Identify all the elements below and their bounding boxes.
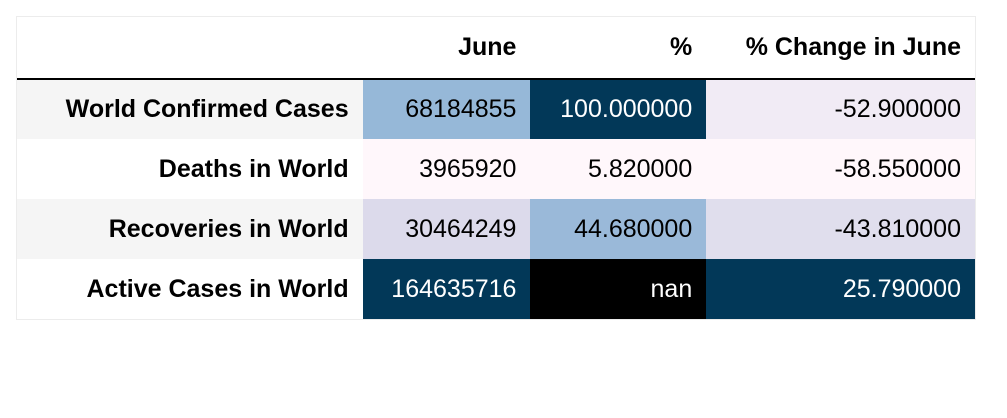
table-row: Recoveries in World 30464249 44.680000 -…	[17, 199, 975, 259]
column-header-percent: %	[530, 17, 707, 80]
cell-percent: nan	[530, 259, 707, 319]
cell-percent: 100.000000	[530, 79, 707, 139]
cell-june: 164635716	[362, 259, 531, 319]
data-table: June % % Change in June World Confirmed …	[17, 17, 975, 319]
cell-change: 25.790000	[706, 259, 975, 319]
index-header	[17, 17, 363, 80]
cell-change: -52.900000	[706, 79, 975, 139]
cell-change: -58.550000	[706, 139, 975, 199]
cell-percent: 44.680000	[530, 199, 707, 259]
cell-percent: 5.820000	[530, 139, 707, 199]
column-header-june: June	[362, 17, 531, 80]
header-row: June % % Change in June	[17, 17, 975, 80]
row-label: World Confirmed Cases	[17, 79, 363, 139]
table-row: World Confirmed Cases 68184855 100.00000…	[17, 79, 975, 139]
cell-june: 3965920	[362, 139, 531, 199]
table-row: Active Cases in World 164635716 nan 25.7…	[17, 259, 975, 319]
cell-june: 30464249	[362, 199, 531, 259]
cell-change: -43.810000	[706, 199, 975, 259]
column-header-change: % Change in June	[706, 17, 975, 80]
styled-dataframe: June % % Change in June World Confirmed …	[16, 16, 976, 320]
table-row: Deaths in World 3965920 5.820000 -58.550…	[17, 139, 975, 199]
row-label: Active Cases in World	[17, 259, 363, 319]
cell-june: 68184855	[362, 79, 531, 139]
row-label: Recoveries in World	[17, 199, 363, 259]
row-label: Deaths in World	[17, 139, 363, 199]
